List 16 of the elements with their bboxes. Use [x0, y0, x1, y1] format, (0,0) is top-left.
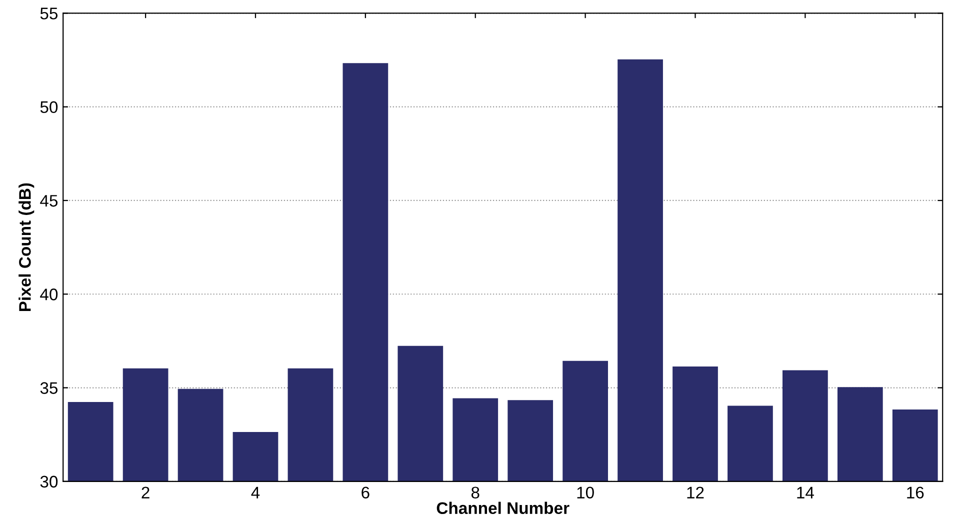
x-axis-title: Channel Number [436, 502, 570, 514]
y-axis-title: Pixel Count (dB) [18, 183, 34, 311]
x-tick-label: 12 [687, 486, 704, 498]
y-tick-label: 50 [40, 101, 58, 114]
y-tick-label: 35 [40, 382, 58, 394]
y-tick-label: 55 [40, 8, 58, 20]
y-tick-label: 40 [40, 288, 58, 300]
y-tick-label: 30 [40, 476, 58, 488]
x-tick-label: 6 [362, 486, 370, 498]
x-tick-label: 16 [907, 486, 924, 498]
x-tick-label: 8 [471, 486, 480, 498]
x-tick-label: 10 [577, 486, 594, 498]
x-tick-label: 14 [797, 486, 814, 498]
y-tick-label: 45 [40, 195, 58, 207]
x-tick-label: 4 [251, 486, 260, 498]
x-tick-label: 2 [142, 486, 150, 498]
